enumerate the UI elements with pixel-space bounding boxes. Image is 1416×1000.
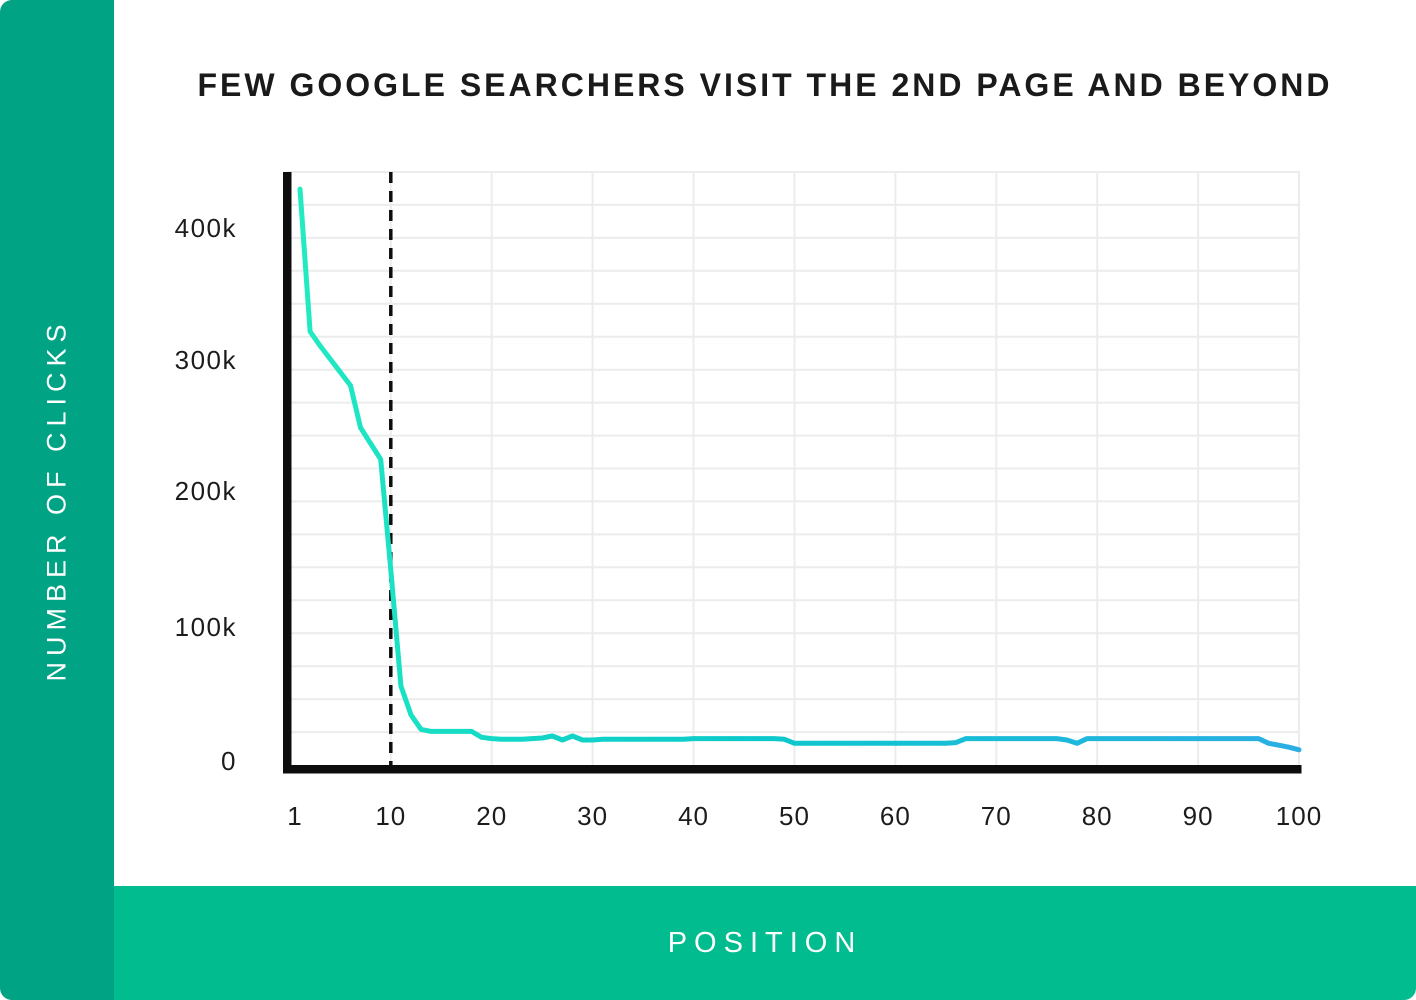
- x-tick-label: 10: [375, 801, 407, 831]
- x-axis-line: [283, 765, 1302, 774]
- x-tick-label: 30: [577, 801, 609, 831]
- y-tick-label: 400k: [174, 213, 237, 243]
- x-tick-label: 40: [678, 801, 709, 831]
- y-tick-label: 300k: [174, 345, 237, 375]
- x-axis-title: POSITION: [667, 926, 863, 959]
- x-tick-label: 1: [287, 801, 303, 831]
- y-tick-label: 200k: [174, 476, 237, 506]
- x-tick-label: 60: [879, 801, 911, 831]
- x-axis-title-bar: POSITION: [114, 886, 1416, 1000]
- y-axis-title-bar: NUMBER OF CLICKS: [0, 0, 114, 1000]
- y-tick-label: 0: [221, 746, 237, 776]
- x-tick-label: 70: [980, 801, 1012, 831]
- x-tick-label: 50: [778, 801, 810, 831]
- x-tick-label: 90: [1182, 801, 1214, 831]
- clicks-line-series: [297, 186, 1302, 753]
- y-axis-line: [283, 172, 292, 774]
- x-tick-label: 20: [476, 801, 508, 831]
- x-tick-label: 80: [1081, 801, 1113, 831]
- y-tick-label: 100k: [174, 612, 237, 642]
- chart-title: FEW GOOGLE SEARCHERS VISIT THE 2ND PAGE …: [197, 67, 1333, 103]
- x-tick-label: 100: [1275, 801, 1323, 831]
